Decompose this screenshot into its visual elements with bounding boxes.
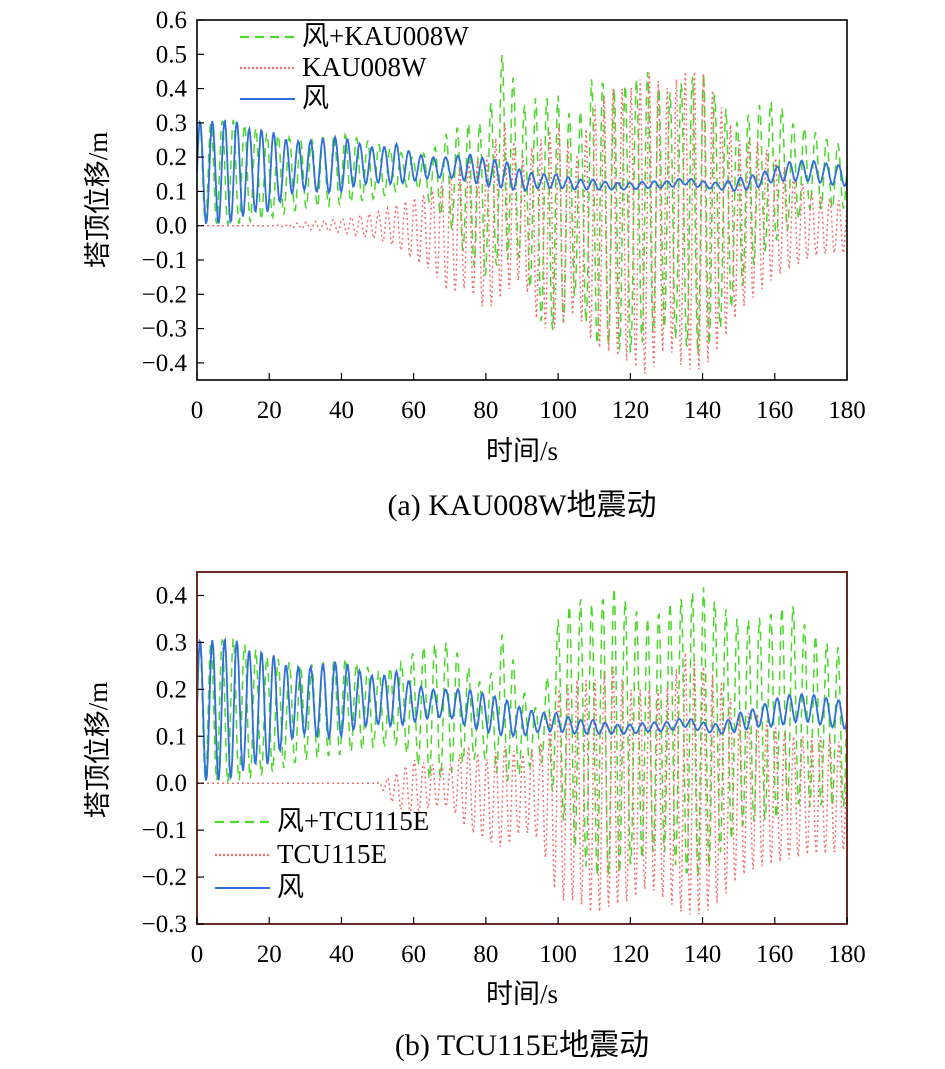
chart-b-ytick-label: −0.2 bbox=[142, 864, 187, 891]
chart-a-ylabel: 塔顶位移/m bbox=[83, 132, 113, 269]
chart-a-series bbox=[197, 55, 847, 374]
chart-b-frame bbox=[196, 571, 848, 925]
chart-a-xtick-label: 80 bbox=[473, 397, 498, 424]
chart-a-ytick-label: 0.1 bbox=[156, 178, 187, 205]
chart-b-ytick-label: 0.0 bbox=[156, 770, 187, 797]
chart-a-frame bbox=[196, 19, 848, 381]
chart-b-xtick-label: 100 bbox=[539, 941, 577, 968]
chart-a-xlabel: 时间/s bbox=[486, 436, 558, 466]
chart-b: 0 20 40 60 80 100 120 140 160 180 0.4 0.3 0.2 0.1 0.0 −… bbox=[83, 571, 866, 1062]
chart-a-ytick-label: −0.1 bbox=[142, 247, 187, 274]
chart-a-ytick-label: −0.2 bbox=[142, 281, 187, 308]
chart-a-xtick-label: 120 bbox=[612, 397, 650, 424]
chart-a-ytick-label: −0.4 bbox=[142, 350, 188, 377]
chart-a-xtick-label: 0 bbox=[191, 397, 204, 424]
chart-a-ticks: 0 20 40 60 80 100 120 140 160 180 0.6 0.5 0.4 0.3 0.2 0… bbox=[142, 7, 866, 424]
chart-b-ytick-label: 0.4 bbox=[156, 582, 188, 609]
chart-b-xtick-label: 40 bbox=[329, 941, 354, 968]
chart-a-ytick-label: 0.2 bbox=[156, 144, 187, 171]
chart-b-series bbox=[197, 587, 847, 915]
chart-a: 0 20 40 60 80 100 120 140 160 180 0.6 0.5 0.4 0.3 0.2 0… bbox=[83, 7, 866, 522]
chart-b-legend-label: TCU115E bbox=[277, 839, 387, 869]
chart-a-caption: (a) KAU008W地震动 bbox=[387, 489, 656, 522]
chart-a-series-2 bbox=[197, 118, 847, 225]
chart-a-xtick-label: 20 bbox=[257, 397, 282, 424]
chart-b-xtick-label: 80 bbox=[473, 941, 498, 968]
chart-b-xtick-label: 140 bbox=[684, 941, 722, 968]
chart-b-ytick-label: 0.3 bbox=[156, 629, 187, 656]
chart-a-xtick-label: 100 bbox=[539, 397, 577, 424]
chart-b-xtick-label: 180 bbox=[828, 941, 866, 968]
chart-a-xtick-label: 140 bbox=[684, 397, 722, 424]
chart-b-xtick-label: 0 bbox=[191, 941, 204, 968]
chart-b-xtick-label: 20 bbox=[257, 941, 282, 968]
chart-a-ytick-label: −0.3 bbox=[142, 316, 187, 343]
chart-a-legend-label: KAU008W bbox=[302, 52, 427, 82]
chart-b-xtick-label: 160 bbox=[756, 941, 794, 968]
chart-a-xtick-label: 40 bbox=[329, 397, 354, 424]
chart-b-xlabel: 时间/s bbox=[486, 979, 558, 1009]
chart-b-caption: (b) TCU115E地震动 bbox=[395, 1029, 649, 1062]
chart-a-xtick-label: 160 bbox=[756, 397, 794, 424]
chart-b-xtick-label: 120 bbox=[612, 941, 650, 968]
chart-b-series-2 bbox=[197, 636, 847, 781]
chart-b-ylabel: 塔顶位移/m bbox=[83, 682, 113, 819]
chart-a-legend-label: 风 bbox=[302, 83, 329, 113]
chart-b-ytick-label: 0.2 bbox=[156, 676, 187, 703]
chart-b-ytick-label: −0.3 bbox=[142, 911, 187, 938]
chart-b-legend-label: 风 bbox=[277, 872, 304, 902]
chart-b-ytick-label: −0.1 bbox=[142, 817, 187, 844]
chart-b-legend-label: 风+TCU115E bbox=[277, 806, 429, 836]
chart-a-series-1 bbox=[197, 71, 847, 374]
chart-a-legend-label: 风+KAU008W bbox=[302, 21, 469, 51]
chart-a-ytick-label: 0.5 bbox=[156, 41, 187, 68]
chart-a-xtick-label: 180 bbox=[828, 397, 866, 424]
chart-a-ytick-label: 0.3 bbox=[156, 110, 187, 137]
chart-a-ytick-label: 0.0 bbox=[156, 213, 187, 240]
chart-b-ytick-label: 0.1 bbox=[156, 723, 187, 750]
chart-a-ytick-label: 0.6 bbox=[156, 7, 187, 34]
chart-a-xtick-label: 60 bbox=[401, 397, 426, 424]
chart-b-ticks: 0 20 40 60 80 100 120 140 160 180 0.4 0.3 0.2 0.1 0.0 −… bbox=[142, 582, 866, 968]
chart-a-ytick-label: 0.4 bbox=[156, 76, 188, 103]
chart-b-xtick-label: 60 bbox=[401, 941, 426, 968]
